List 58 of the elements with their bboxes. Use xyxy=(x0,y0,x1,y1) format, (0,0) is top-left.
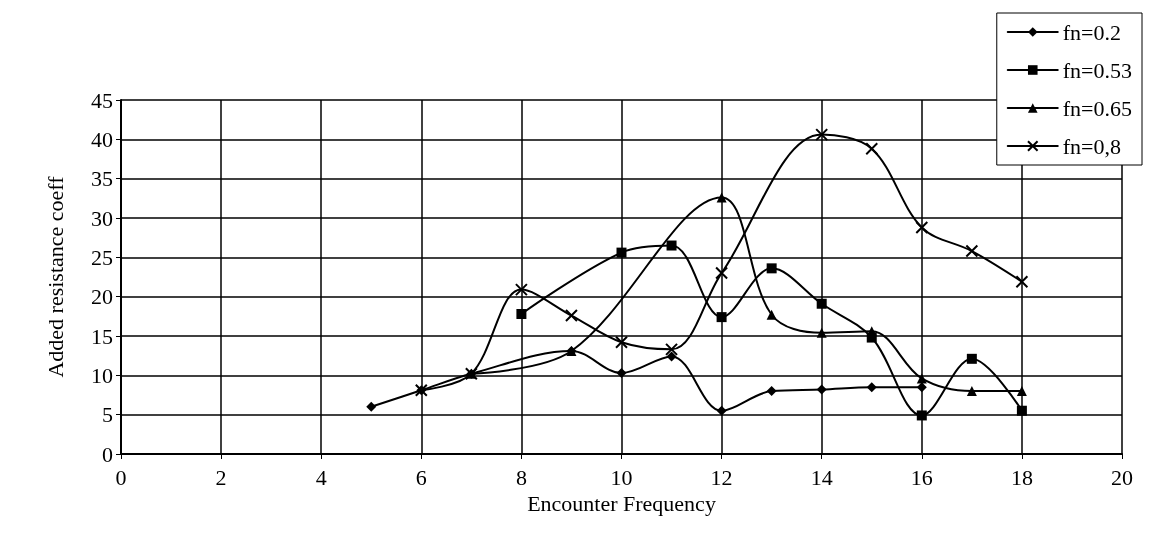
point xyxy=(1016,405,1027,416)
point xyxy=(816,298,827,309)
point xyxy=(916,382,927,393)
point xyxy=(816,327,827,338)
y-axis-title: Added resistance coeff xyxy=(42,175,68,378)
y-tick-label: 20 xyxy=(91,284,113,310)
point xyxy=(766,263,777,274)
y-tick-label: 40 xyxy=(91,126,113,152)
point xyxy=(715,266,729,280)
x-tick-label: 4 xyxy=(315,464,327,490)
point xyxy=(966,353,977,364)
point xyxy=(815,128,829,142)
point xyxy=(615,335,628,349)
y-tick-label: 5 xyxy=(102,402,113,428)
x-tick-label: 20 xyxy=(1111,464,1133,490)
point xyxy=(866,382,877,393)
point xyxy=(666,240,677,251)
legend-label: fn=0.65 xyxy=(1062,95,1132,121)
y-tick-label: 15 xyxy=(91,323,113,349)
point xyxy=(716,405,727,416)
point xyxy=(966,386,977,397)
x-tick-label: 2 xyxy=(215,464,227,490)
legend-label: fn=0.2 xyxy=(1062,19,1121,45)
point xyxy=(766,309,777,320)
point xyxy=(366,401,377,412)
point xyxy=(1016,386,1027,397)
y-tick-label: 10 xyxy=(91,362,113,388)
x-tick-label: 8 xyxy=(515,464,527,490)
point xyxy=(665,342,679,356)
point xyxy=(766,386,777,397)
y-tick-label: 25 xyxy=(91,244,113,270)
point xyxy=(915,220,929,234)
y-tick-label: 0 xyxy=(102,441,113,467)
x-tick-label: 10 xyxy=(610,464,633,490)
point xyxy=(564,309,578,323)
y-tick-label: 30 xyxy=(91,205,113,231)
point xyxy=(616,367,627,378)
point xyxy=(514,283,528,297)
point xyxy=(666,351,677,362)
legend-label: fn=0,8 xyxy=(1062,133,1121,159)
point xyxy=(616,247,627,258)
point xyxy=(816,384,827,395)
y-tick-label: 35 xyxy=(91,166,113,192)
point xyxy=(716,312,727,323)
y-tick-label: 45 xyxy=(91,87,113,113)
x-tick-label: 16 xyxy=(910,464,933,490)
x-tick-label: 12 xyxy=(710,464,733,490)
point xyxy=(916,373,927,384)
x-tick-label: 14 xyxy=(810,464,833,490)
point xyxy=(916,410,927,421)
point xyxy=(865,142,879,156)
x-tick-label: 6 xyxy=(415,464,427,490)
x-tick-label: 18 xyxy=(1010,464,1033,490)
x-axis-title: Encounter Frequency xyxy=(527,491,716,517)
point xyxy=(716,192,727,203)
point xyxy=(965,244,979,258)
point xyxy=(516,308,527,319)
legend-label: fn=0.53 xyxy=(1062,57,1132,83)
